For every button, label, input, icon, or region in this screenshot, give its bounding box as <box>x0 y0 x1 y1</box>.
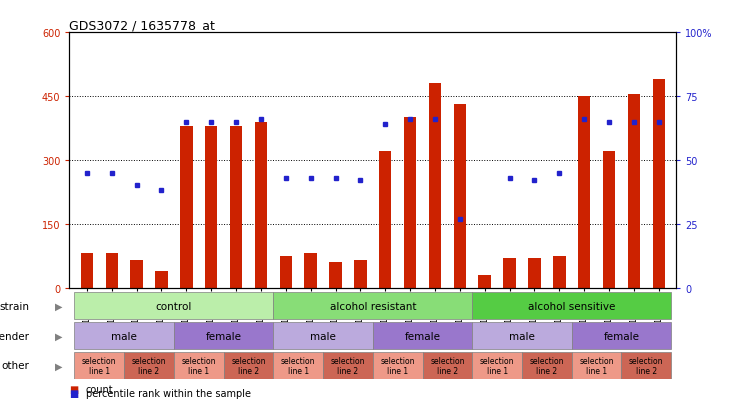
Bar <box>628 95 640 288</box>
Text: female: female <box>404 331 441 341</box>
Bar <box>124 352 174 379</box>
Bar <box>230 126 242 288</box>
Bar <box>273 292 472 320</box>
Text: strain: strain <box>0 301 29 311</box>
Text: selection
line 2: selection line 2 <box>530 356 564 375</box>
Bar <box>323 352 373 379</box>
Text: other: other <box>1 361 29 370</box>
Text: male: male <box>509 331 535 341</box>
Bar <box>504 258 516 288</box>
Bar <box>75 322 174 349</box>
Bar <box>522 352 572 379</box>
Bar <box>373 322 472 349</box>
Bar <box>354 260 366 288</box>
Text: ▶: ▶ <box>55 301 62 311</box>
Bar <box>454 105 466 288</box>
Text: male: male <box>111 331 137 341</box>
Text: selection
line 1: selection line 1 <box>580 356 614 375</box>
Text: selection
line 1: selection line 1 <box>480 356 515 375</box>
Bar <box>603 152 616 288</box>
Text: selection
line 2: selection line 2 <box>330 356 366 375</box>
Bar <box>254 122 267 288</box>
Bar <box>472 352 522 379</box>
Bar <box>304 254 317 288</box>
Bar <box>479 275 491 288</box>
Text: count: count <box>86 384 113 394</box>
Bar <box>105 254 118 288</box>
Bar <box>174 322 273 349</box>
Bar <box>329 262 341 288</box>
Bar <box>572 322 671 349</box>
Bar <box>373 352 423 379</box>
Text: GDS3072 / 1635778_at: GDS3072 / 1635778_at <box>69 19 216 32</box>
Text: ▶: ▶ <box>55 331 62 341</box>
Text: female: female <box>604 331 640 341</box>
Text: selection
line 1: selection line 1 <box>82 356 116 375</box>
Text: alcohol sensitive: alcohol sensitive <box>528 301 616 311</box>
Bar <box>75 352 124 379</box>
Text: percentile rank within the sample: percentile rank within the sample <box>86 388 251 398</box>
Bar <box>155 271 167 288</box>
Bar <box>404 118 417 288</box>
Bar <box>205 126 217 288</box>
Text: control: control <box>156 301 192 311</box>
Bar <box>273 322 373 349</box>
Text: ▶: ▶ <box>55 361 62 370</box>
Bar <box>180 126 192 288</box>
Bar <box>174 352 224 379</box>
Text: selection
line 1: selection line 1 <box>181 356 216 375</box>
Bar <box>273 352 323 379</box>
Bar <box>529 258 541 288</box>
Bar <box>578 97 591 288</box>
Bar <box>472 292 671 320</box>
Bar <box>572 352 621 379</box>
Text: selection
line 1: selection line 1 <box>281 356 316 375</box>
Bar <box>553 256 566 288</box>
Bar <box>279 256 292 288</box>
Text: selection
line 2: selection line 2 <box>132 356 166 375</box>
Text: female: female <box>205 331 242 341</box>
Text: ■: ■ <box>69 384 79 394</box>
Text: gender: gender <box>0 331 29 341</box>
Bar <box>472 322 572 349</box>
Bar <box>224 352 273 379</box>
Bar <box>379 152 392 288</box>
Bar <box>621 352 671 379</box>
Bar <box>429 84 442 288</box>
Bar <box>423 352 472 379</box>
Bar <box>130 260 143 288</box>
Text: selection
line 2: selection line 2 <box>231 356 266 375</box>
Bar <box>653 80 665 288</box>
Text: male: male <box>310 331 336 341</box>
Bar <box>80 254 93 288</box>
Bar <box>75 292 273 320</box>
Text: ■: ■ <box>69 388 79 398</box>
Text: selection
line 2: selection line 2 <box>629 356 664 375</box>
Text: selection
line 2: selection line 2 <box>430 356 465 375</box>
Text: alcohol resistant: alcohol resistant <box>330 301 416 311</box>
Text: selection
line 1: selection line 1 <box>380 356 415 375</box>
